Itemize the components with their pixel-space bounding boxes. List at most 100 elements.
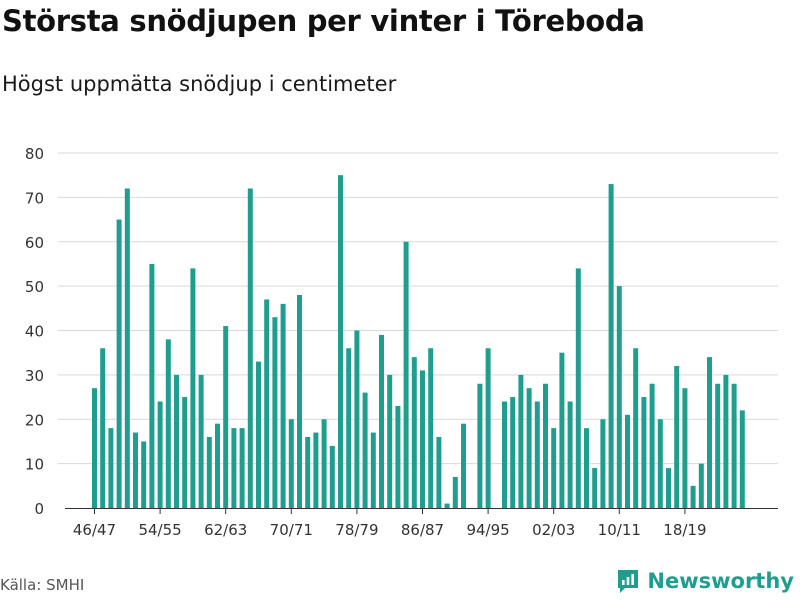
bar	[379, 334, 384, 508]
bar	[141, 441, 147, 508]
bar	[739, 410, 745, 509]
bar	[436, 437, 442, 508]
bar	[592, 468, 598, 508]
bar	[190, 268, 196, 509]
bar	[182, 397, 188, 508]
y-tick-label: 20	[25, 411, 44, 429]
bar	[329, 445, 335, 509]
x-tick-label: 10/11	[598, 521, 641, 539]
bar	[649, 383, 655, 508]
bar	[297, 295, 302, 508]
bar	[715, 383, 721, 508]
bar	[321, 419, 327, 508]
bar	[354, 330, 360, 508]
x-tick-label: 86/87	[401, 521, 444, 539]
y-tick-label: 60	[25, 234, 44, 252]
y-tick-label: 40	[25, 323, 44, 341]
bar	[305, 437, 311, 508]
bar	[149, 263, 155, 508]
bar	[157, 401, 163, 508]
bar	[174, 374, 179, 509]
bar	[215, 423, 220, 508]
bar	[543, 383, 548, 508]
bar	[575, 268, 581, 509]
newsworthy-logo-icon	[618, 570, 639, 593]
y-tick-label: 0	[34, 500, 44, 518]
chart-title: Största snödjupen per vinter i Töreboda	[2, 4, 645, 38]
y-tick-label: 70	[25, 189, 44, 207]
y-tick-label: 10	[25, 456, 44, 474]
bar	[502, 401, 507, 508]
brand-logo[interactable]: Newsworthy	[616, 568, 794, 594]
bar	[657, 419, 663, 508]
bar	[264, 299, 270, 508]
bar	[231, 428, 237, 509]
bar	[206, 437, 212, 508]
bar	[698, 463, 704, 509]
bar	[313, 432, 319, 508]
x-tick-label: 46/47	[73, 521, 116, 539]
y-tick-label: 50	[25, 278, 44, 296]
bar	[116, 219, 122, 508]
bar	[616, 286, 622, 509]
bar	[559, 352, 565, 508]
bar	[666, 468, 671, 508]
bar	[346, 348, 352, 508]
bar	[625, 414, 630, 508]
bar	[247, 188, 253, 508]
bar	[461, 423, 466, 508]
chart-subtitle: Högst uppmätta snödjup i centimeter	[2, 72, 397, 96]
bar	[239, 428, 245, 509]
bar	[707, 357, 712, 509]
x-tick-label: 78/79	[335, 521, 378, 539]
bar	[444, 503, 450, 508]
bar	[133, 432, 138, 508]
brand-name: Newsworthy	[647, 569, 794, 593]
bar	[100, 348, 106, 508]
bar	[362, 392, 368, 509]
bar	[338, 175, 343, 508]
bar	[485, 348, 491, 508]
x-tick-label: 54/55	[138, 521, 181, 539]
bar	[600, 419, 606, 508]
bar	[518, 374, 524, 509]
bar	[682, 388, 688, 508]
bar	[124, 188, 130, 508]
bar	[510, 397, 516, 508]
bar	[198, 374, 204, 509]
x-tick-label: 62/63	[204, 521, 247, 539]
bar	[280, 303, 286, 509]
bar	[411, 357, 417, 509]
x-tick-label: 70/71	[270, 521, 313, 539]
bar	[633, 348, 639, 508]
bar	[641, 397, 647, 508]
bar	[272, 317, 278, 508]
source-note: Källa: SMHI	[0, 576, 85, 594]
bar	[288, 419, 294, 508]
x-tick-label: 02/03	[532, 521, 575, 539]
bar	[165, 339, 171, 509]
bar	[551, 428, 557, 509]
bar	[584, 428, 589, 509]
bar	[387, 374, 393, 509]
bar	[403, 241, 409, 508]
bar	[731, 383, 737, 508]
bar	[608, 184, 614, 508]
bar	[567, 401, 573, 508]
bar	[723, 374, 729, 509]
y-tick-label: 30	[25, 367, 44, 385]
bar	[690, 485, 696, 508]
bar	[108, 428, 114, 509]
bar	[674, 366, 680, 508]
x-tick-label: 18/19	[663, 521, 706, 539]
bar	[526, 388, 532, 508]
bar	[428, 348, 434, 508]
bar	[477, 383, 483, 508]
bar	[420, 370, 425, 508]
bar	[370, 432, 376, 508]
bar	[395, 405, 401, 508]
x-tick-label: 94/95	[466, 521, 509, 539]
bar	[534, 401, 540, 508]
y-tick-label: 80	[25, 145, 44, 163]
